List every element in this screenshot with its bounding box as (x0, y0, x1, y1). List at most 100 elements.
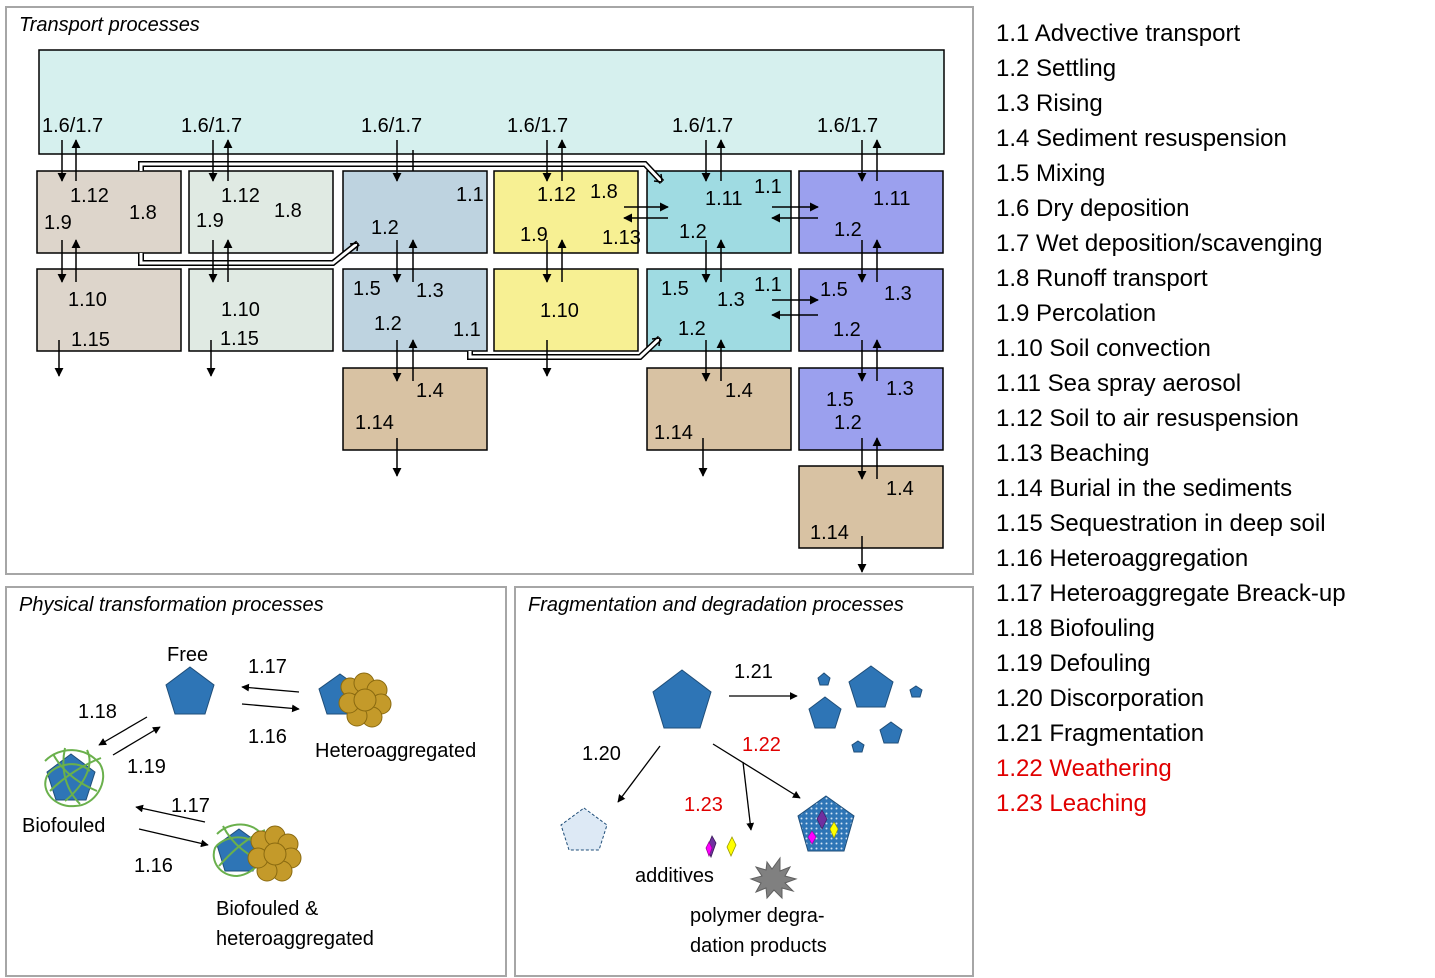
soil2-deep (188, 268, 334, 352)
label-soil2-18: 1.8 (274, 200, 302, 222)
label-oc-15b: 1.5 (826, 389, 854, 411)
ocean-deep (798, 367, 944, 451)
legend-item: 1.20 Discorporation (996, 685, 1205, 712)
label-fw-12b: 1.2 (374, 313, 402, 335)
label-121: 1.21 (734, 661, 773, 683)
label-sea-114: 1.14 (654, 422, 693, 444)
soil2-top (188, 170, 334, 254)
arrow-breakup-bottom (135, 804, 206, 823)
label-oc-15a: 1.5 (820, 279, 848, 301)
label-sea-12a: 1.2 (679, 221, 707, 243)
arrow-breakup-top (241, 683, 300, 693)
legend-item: 1.1 Advective transport (996, 20, 1241, 47)
freshwater-bulk (342, 268, 488, 352)
sea-bulk (646, 268, 792, 352)
runoff-routes (138, 161, 665, 360)
biofouled-icon (44, 747, 105, 808)
free-particle-icon (165, 666, 215, 715)
soil1-top (36, 170, 182, 254)
transport-panel-title: Transport processes (19, 14, 200, 36)
label-117-top: 1.17 (248, 656, 287, 678)
polymer-label-1: polymer degra- (690, 905, 825, 927)
label-oc-111: 1.11 (873, 188, 910, 210)
legend-item: 1.15 Sequestration in deep soil (996, 510, 1326, 537)
label-oc-12b: 1.2 (833, 319, 861, 341)
label-soil1-112: 1.12 (70, 185, 109, 207)
label-oc-14: 1.4 (886, 478, 914, 500)
discorporated-particle-icon (560, 807, 608, 851)
deposition-arrows (57, 139, 882, 182)
label-dep-5: 1.6/1.7 (672, 115, 733, 137)
air-compartment (38, 49, 945, 155)
arrow-hetero-top (241, 703, 300, 713)
freshwater-sediment (342, 367, 488, 451)
label-yl-19: 1.9 (520, 224, 548, 246)
label-120: 1.20 (582, 743, 621, 765)
label-sea-13: 1.3 (717, 289, 745, 311)
label-dep-3: 1.6/1.7 (361, 115, 422, 137)
label-oc-12a: 1.2 (834, 219, 862, 241)
label-soil1-110: 1.10 (68, 289, 107, 311)
label-sea-11a: 1.1 (754, 176, 782, 198)
legend-item: 1.13 Beaching (996, 440, 1150, 467)
physical-diagram: Free Heteroaggregated Biofouled (22, 644, 476, 950)
label-fw-114: 1.14 (355, 412, 394, 434)
label-soil2-112: 1.12 (221, 185, 260, 207)
label-122: 1.22 (742, 734, 781, 756)
legend-item: 1.10 Soil convection (996, 335, 1211, 362)
label-sea-12b: 1.2 (678, 318, 706, 340)
yellow-deep (493, 268, 639, 352)
horizontal-exchange-arrows (623, 202, 819, 320)
biofouled-heteroaggregated-icon (212, 823, 302, 882)
arrow-biofouling (98, 716, 148, 746)
physical-panel-title: Physical transformation processes (19, 594, 324, 616)
arrow-leaching (742, 761, 755, 831)
ocean-surface (798, 170, 944, 254)
fragmentation-panel-title: Fragmentation and degradation processes (528, 594, 904, 616)
label-fw-11a: 1.1 (456, 184, 484, 206)
fragments-icon (808, 665, 923, 753)
label-123: 1.23 (684, 794, 723, 816)
legend-item: 1.9 Percolation (996, 300, 1157, 327)
legend-item: 1.12 Soil to air resuspension (996, 405, 1299, 432)
arrow-hetero-bottom (138, 828, 209, 848)
legend-item: 1.4 Sediment resuspension (996, 125, 1287, 152)
label-oc-12c: 1.2 (834, 412, 862, 434)
label-dep-6: 1.6/1.7 (817, 115, 878, 137)
legend-item: 1.11 Sea spray aerosol (996, 370, 1242, 397)
legend-item: 1.19 Defouling (996, 650, 1151, 677)
label-yl-18: 1.8 (590, 181, 618, 203)
process-legend: 1.1 Advective transport 1.2 Settling 1.3 R… (996, 16, 1346, 821)
additives-icon (705, 835, 737, 859)
label-dep-4: 1.6/1.7 (507, 115, 568, 137)
label-soil1-18: 1.8 (129, 202, 157, 224)
arrow-discorporation (617, 745, 661, 803)
label-yl-113: 1.13 (602, 227, 641, 249)
legend-item: 1.16 Heteroaggregation (996, 545, 1249, 572)
legend-item: 1.7 Wet deposition/scavenging (996, 230, 1323, 257)
soil1-deep (36, 268, 182, 352)
vertical-exchange-arrows (57, 239, 882, 480)
legend-item: 1.23 Leaching (996, 790, 1147, 817)
label-sea-111: 1.11 (705, 188, 742, 210)
fragmentation-panel: Fragmentation and degradation processes (514, 586, 974, 977)
label-119: 1.19 (127, 756, 166, 778)
label-fw-14: 1.4 (416, 380, 444, 402)
sea-sediment (646, 367, 792, 451)
label-118: 1.18 (78, 701, 117, 723)
polymer-label-2: dation products (690, 935, 827, 957)
additives-label: additives (635, 865, 714, 887)
label-soil2-110: 1.10 (221, 299, 260, 321)
weathered-particle-icon (797, 795, 855, 852)
arrow-defouling (112, 726, 161, 756)
fragmentation-diagram: additives polymer degra- dation products… (560, 661, 923, 957)
label-116-top: 1.16 (248, 726, 287, 748)
label-fw-11b: 1.1 (453, 319, 481, 341)
label-117-bottom: 1.17 (171, 795, 210, 817)
parent-particle-icon (652, 669, 712, 729)
transport-diagram: 1.6/1.7 1.6/1.7 1.6/1.7 1.6/1.7 1.6/1.7 … (36, 49, 945, 573)
label-soil1-115: 1.15 (71, 329, 110, 351)
label-fw-15: 1.5 (353, 278, 381, 300)
legend-item: 1.2 Settling (996, 55, 1117, 82)
label-sea-11b: 1.1 (754, 274, 782, 296)
